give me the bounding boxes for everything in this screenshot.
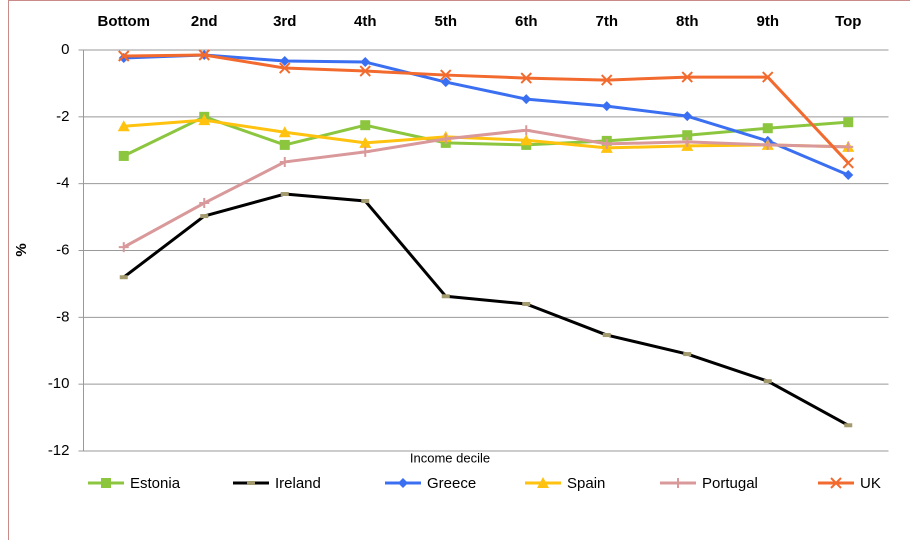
x-axis-label: Income decile bbox=[410, 450, 490, 465]
y-tick-label: -12 bbox=[48, 442, 70, 459]
marker bbox=[844, 423, 853, 428]
legend-label: Ireland bbox=[275, 475, 321, 492]
series-line bbox=[123, 53, 850, 164]
marker bbox=[601, 138, 612, 149]
x-tick-label: Bottom bbox=[98, 13, 151, 30]
marker bbox=[101, 478, 111, 488]
marker bbox=[198, 114, 211, 126]
marker bbox=[279, 156, 290, 167]
series-line bbox=[123, 53, 849, 177]
marker bbox=[359, 136, 372, 148]
marker bbox=[279, 62, 291, 74]
marker bbox=[843, 169, 854, 180]
marker bbox=[681, 71, 693, 83]
marker bbox=[842, 157, 854, 169]
marker bbox=[440, 133, 451, 144]
marker bbox=[682, 136, 693, 147]
x-tick-label: 8th bbox=[676, 13, 699, 30]
legend-label: Estonia bbox=[130, 475, 181, 492]
marker bbox=[279, 56, 290, 67]
marker bbox=[843, 117, 854, 128]
marker bbox=[522, 301, 531, 306]
marker bbox=[118, 50, 130, 62]
x-tick-label: 4th bbox=[354, 13, 377, 30]
x-tick-label: 9th bbox=[757, 13, 780, 30]
marker bbox=[830, 477, 842, 489]
x-tick-label: 3rd bbox=[273, 13, 296, 30]
marker bbox=[521, 125, 532, 136]
legend-label: Portugal bbox=[702, 475, 758, 492]
y-tick-label: 0 bbox=[61, 41, 69, 58]
marker bbox=[762, 139, 773, 150]
x-tick-label: 6th bbox=[515, 13, 538, 30]
x-tick-label: 7th bbox=[596, 13, 619, 30]
legend-label: UK bbox=[860, 475, 881, 492]
y-axis-label: % bbox=[13, 243, 30, 256]
y-tick-label: -4 bbox=[56, 175, 69, 192]
marker bbox=[398, 478, 408, 488]
marker bbox=[683, 352, 692, 357]
marker bbox=[762, 71, 774, 83]
marker bbox=[247, 481, 255, 485]
marker bbox=[601, 74, 613, 86]
marker bbox=[673, 478, 683, 488]
marker bbox=[279, 139, 290, 150]
marker bbox=[118, 150, 129, 161]
marker bbox=[361, 199, 370, 204]
series-line bbox=[122, 192, 849, 427]
marker bbox=[601, 101, 612, 112]
x-tick-label: 2nd bbox=[191, 13, 218, 30]
marker bbox=[682, 130, 693, 141]
y-tick-label: -2 bbox=[56, 108, 69, 125]
marker bbox=[520, 72, 532, 84]
marker bbox=[521, 94, 532, 105]
series-line bbox=[123, 118, 849, 150]
marker bbox=[763, 379, 772, 384]
series-line bbox=[123, 128, 849, 249]
y-tick-label: -6 bbox=[56, 241, 69, 258]
marker bbox=[360, 146, 371, 157]
marker bbox=[119, 275, 128, 280]
x-tick-label: 5th bbox=[435, 13, 458, 30]
marker bbox=[682, 111, 693, 122]
marker bbox=[360, 57, 371, 68]
marker bbox=[360, 120, 371, 131]
marker bbox=[200, 214, 209, 219]
marker bbox=[520, 134, 533, 146]
legend-label: Greece bbox=[427, 475, 476, 492]
y-tick-label: -10 bbox=[48, 375, 70, 392]
marker bbox=[843, 141, 854, 152]
marker bbox=[602, 333, 611, 338]
marker bbox=[440, 77, 451, 88]
marker bbox=[441, 294, 450, 299]
marker bbox=[440, 69, 452, 81]
marker bbox=[118, 242, 129, 253]
marker bbox=[199, 198, 210, 209]
y-tick-label: -8 bbox=[56, 308, 69, 325]
marker bbox=[198, 49, 210, 61]
legend-label: Spain bbox=[567, 475, 605, 492]
marker bbox=[537, 477, 549, 488]
marker bbox=[762, 123, 773, 134]
marker bbox=[278, 126, 291, 138]
marker bbox=[280, 192, 289, 197]
marker bbox=[359, 65, 371, 77]
x-tick-label: Top bbox=[835, 13, 861, 30]
series-line bbox=[123, 115, 849, 158]
marker bbox=[117, 120, 130, 132]
